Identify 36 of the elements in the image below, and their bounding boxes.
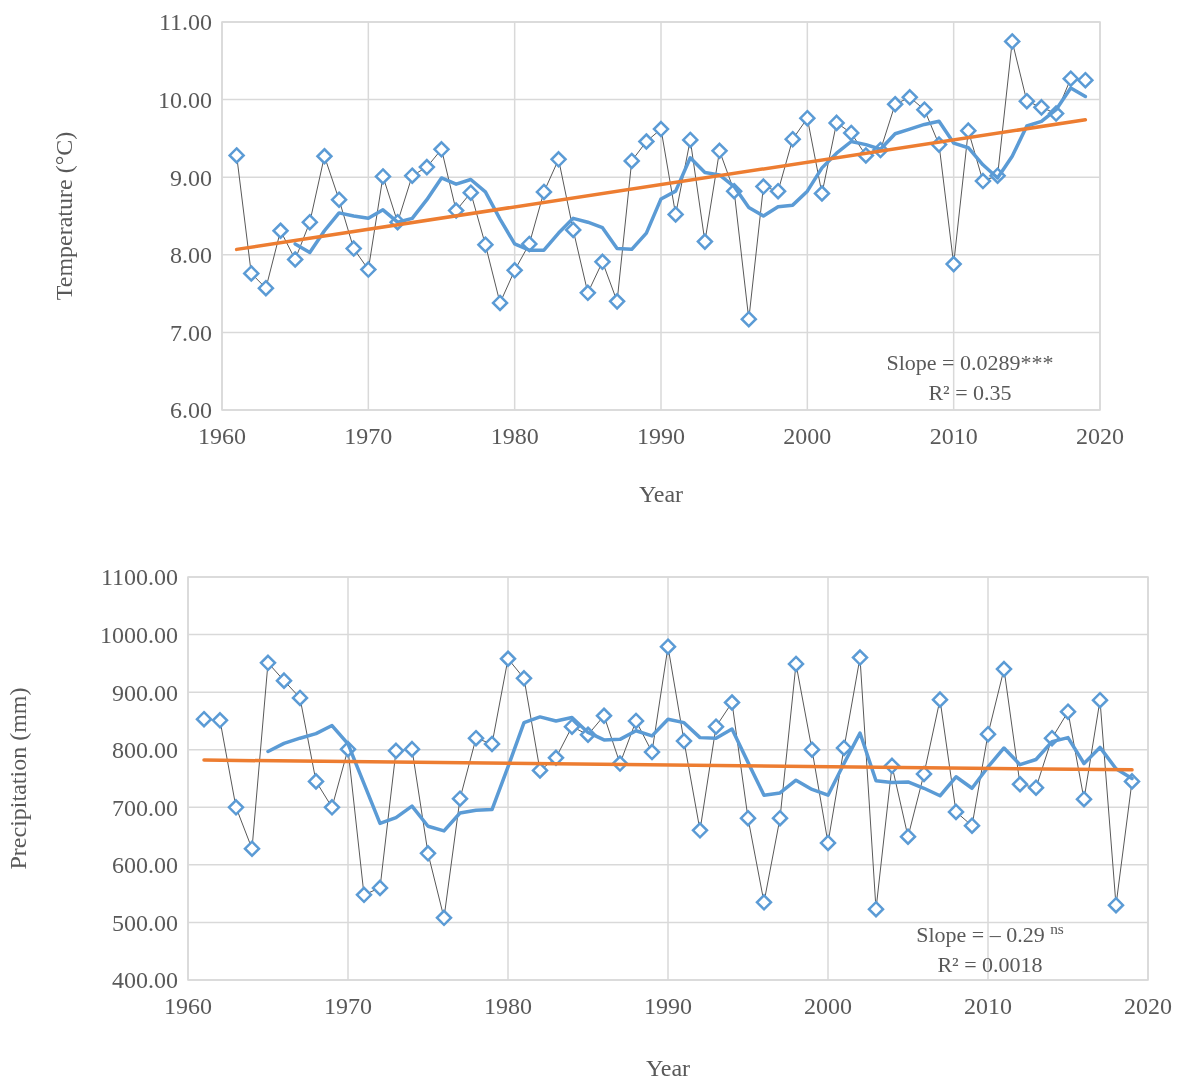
x-tick-label: 1970 [324, 993, 372, 1019]
annotation: R² = 0.35 [928, 380, 1012, 405]
annotation: Slope = 0.0289*** [886, 350, 1054, 375]
y-tick-label: 500.00 [112, 909, 178, 936]
x-axis-title: Year [638, 481, 684, 507]
x-tick-label: 1960 [164, 993, 212, 1019]
x-tick-label: 2020 [1124, 993, 1172, 1019]
x-tick-label: 1990 [637, 423, 685, 449]
x-tick-label: 1960 [198, 423, 246, 449]
y-axis-title: Precipitation (mm) [5, 687, 31, 870]
y-tick-label: 7.00 [170, 319, 212, 346]
y-tick-label: 900.00 [112, 679, 178, 706]
y-tick-label: 700.00 [112, 794, 178, 821]
x-tick-label: 2010 [964, 993, 1012, 1019]
x-tick-label: 1970 [344, 423, 393, 449]
x-tick-label: 2000 [783, 423, 832, 449]
x-tick-label: 1980 [490, 423, 539, 449]
y-tick-label: 6.00 [170, 397, 212, 424]
x-tick-label: 1980 [484, 993, 532, 1019]
x-tick-label: 1990 [644, 993, 692, 1019]
y-tick-label: 10.00 [158, 87, 212, 113]
y-axis-title: Temperature (°C) [51, 131, 77, 301]
y-tick-label: 9.00 [170, 164, 212, 191]
y-tick-label: 11.00 [158, 9, 212, 36]
y-tick-label: 600.00 [112, 852, 178, 879]
x-tick-label: 2000 [804, 993, 852, 1019]
annotation: Slope = – 0.29 $^{ns}$ [916, 919, 1064, 947]
y-tick-label: 8.00 [170, 242, 212, 269]
y-tick-label: 800.00 [112, 737, 178, 764]
annotation: R² = 0.0018 [937, 952, 1043, 977]
x-axis-title: Year [645, 1055, 691, 1081]
y-tick-label: 1100.00 [100, 564, 178, 591]
x-tick-label: 2010 [929, 423, 978, 449]
x-tick-label: 2020 [1076, 423, 1124, 449]
y-tick-label: 400.00 [112, 967, 178, 994]
y-tick-label: 1000.00 [100, 621, 178, 648]
